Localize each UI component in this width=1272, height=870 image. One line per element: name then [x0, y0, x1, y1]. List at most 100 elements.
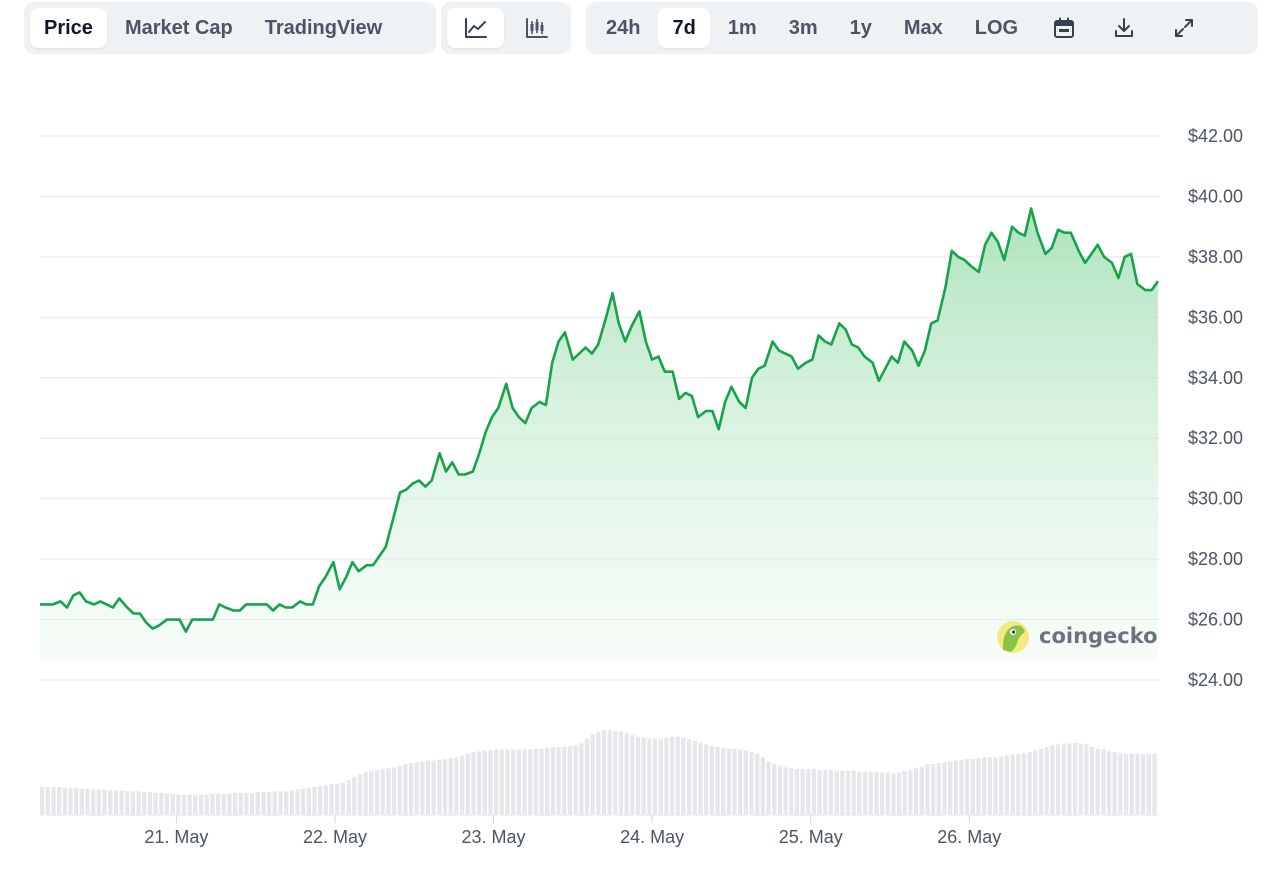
range-1m-button[interactable]: 1m	[727, 16, 757, 39]
volume-bar	[374, 769, 380, 815]
volume-bar	[908, 769, 913, 815]
volume-bar	[74, 787, 79, 815]
volume-bar	[953, 760, 958, 815]
volume-bar	[221, 793, 226, 815]
volume-bar	[170, 793, 175, 815]
volume-bar	[936, 763, 941, 815]
date-range-button[interactable]	[1036, 8, 1092, 48]
y-tick-label: $30.00	[1188, 489, 1243, 509]
range-max-button[interactable]: Max	[903, 16, 943, 39]
volume-bar	[459, 755, 465, 815]
volume-bar	[68, 787, 73, 815]
volume-bar	[1095, 748, 1100, 815]
volume-bar	[641, 737, 646, 815]
volume-bar	[692, 741, 697, 815]
volume-bar	[261, 792, 266, 815]
volume-bar	[789, 768, 794, 815]
volume-bar	[845, 770, 851, 815]
volume-bar	[215, 793, 221, 815]
volume-bar	[431, 760, 436, 815]
volume-bar	[369, 770, 374, 815]
volume-bar	[965, 758, 970, 815]
volume-bar	[550, 747, 556, 815]
volume-bar	[267, 792, 272, 815]
volume-bar	[698, 742, 703, 815]
volume-bar	[1123, 753, 1129, 815]
volume-bar	[857, 771, 862, 815]
download-button[interactable]	[1096, 8, 1152, 48]
volume-bar	[1050, 745, 1055, 815]
volume-bar	[323, 785, 329, 815]
volume-bar	[987, 757, 993, 815]
volume-bar	[278, 791, 283, 815]
volume-bar	[244, 792, 249, 815]
price-area-fill	[40, 208, 1158, 660]
volume-bar	[1027, 752, 1032, 815]
volume-bar	[652, 738, 658, 815]
volume-bar	[352, 776, 357, 815]
tab-tradingview[interactable]: TradingView	[264, 16, 383, 39]
y-tick-label: $40.00	[1188, 186, 1243, 206]
log-scale-button[interactable]: LOG	[974, 16, 1019, 39]
volume-bar	[879, 772, 885, 815]
watermark-text: coingecko	[1039, 624, 1158, 648]
volume-bar	[584, 738, 590, 815]
volume-bar	[312, 786, 317, 815]
volume-bar	[896, 772, 902, 815]
volume-bar	[164, 793, 170, 815]
volume-bar	[840, 770, 845, 815]
volume-bar	[743, 750, 748, 815]
volume-bar	[1140, 754, 1146, 815]
range-24h-button[interactable]: 24h	[606, 16, 641, 39]
calendar-icon	[1054, 17, 1075, 38]
volume-bar	[982, 757, 987, 815]
volume-bar	[573, 745, 578, 815]
volume-bar	[249, 792, 255, 815]
fullscreen-icon	[1175, 19, 1194, 37]
fullscreen-button[interactable]	[1156, 8, 1212, 48]
volume-bar	[596, 731, 601, 815]
x-tick-label: 26. May	[937, 827, 1001, 847]
volume-bar	[62, 787, 67, 815]
volume-bar	[1146, 753, 1151, 815]
volume-bar	[442, 758, 448, 815]
volume-bar	[902, 770, 907, 815]
volume-bar	[102, 789, 107, 815]
volume-bar	[380, 769, 385, 815]
volume-bar	[1033, 750, 1038, 815]
volume-bar	[295, 789, 300, 815]
volume-bar	[618, 731, 624, 815]
range-1y-button[interactable]: 1y	[849, 16, 872, 39]
volume-bar	[760, 757, 766, 815]
volume-bar	[993, 757, 998, 815]
volume-bar	[420, 761, 425, 815]
chart-type-group	[441, 2, 571, 54]
volume-bar	[528, 749, 533, 815]
volume-bar	[1135, 753, 1140, 815]
y-tick-label: $38.00	[1188, 247, 1243, 267]
volume-bar	[658, 738, 663, 815]
x-tick-label: 23. May	[462, 827, 526, 847]
volume-bar	[806, 769, 811, 815]
volume-bar	[885, 772, 890, 815]
volume-bar	[567, 746, 573, 815]
volume-bar	[1084, 744, 1089, 815]
volume-bar	[556, 747, 561, 815]
range-3m-button[interactable]: 3m	[788, 16, 818, 39]
range-7d-button[interactable]: 7d	[658, 8, 710, 48]
volume-bar	[1055, 744, 1061, 815]
tab-market-cap[interactable]: Market Cap	[124, 16, 233, 39]
volume-bar	[794, 769, 800, 815]
tab-price[interactable]: Price	[30, 8, 107, 48]
volume-bar	[738, 749, 743, 815]
candlestick-chart-button[interactable]	[508, 8, 565, 48]
volume-bar	[1118, 752, 1123, 815]
volume-bar	[999, 756, 1004, 815]
volume-bar	[925, 764, 930, 815]
volume-bar	[709, 746, 714, 815]
volume-bar	[511, 749, 516, 815]
volume-bar	[970, 758, 975, 815]
line-chart-button[interactable]	[447, 8, 504, 48]
volume-bar	[425, 760, 431, 815]
